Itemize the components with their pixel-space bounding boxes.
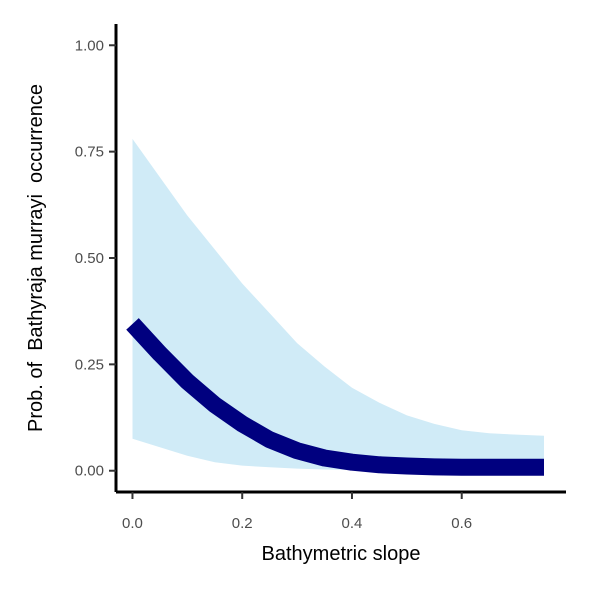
x-tick-label: 0.6 — [451, 515, 472, 532]
y-tick-label: 0.75 — [75, 144, 104, 161]
x-axis-title: Bathymetric slope — [262, 543, 421, 565]
y-tick-label: 0.50 — [75, 250, 104, 267]
x-tick-label: 0.4 — [342, 515, 363, 532]
y-tick-label: 0.00 — [75, 463, 104, 480]
x-tick-label: 0.2 — [232, 515, 253, 532]
y-axis-title: Prob. of Bathyraja murrayi occurrence — [25, 84, 47, 432]
x-tick-label: 0.0 — [122, 515, 143, 532]
confidence-band — [132, 138, 544, 471]
y-tick-label: 0.25 — [75, 356, 104, 373]
fitted-probability-line — [126, 318, 544, 476]
y-tick-label: 1.00 — [75, 37, 104, 54]
